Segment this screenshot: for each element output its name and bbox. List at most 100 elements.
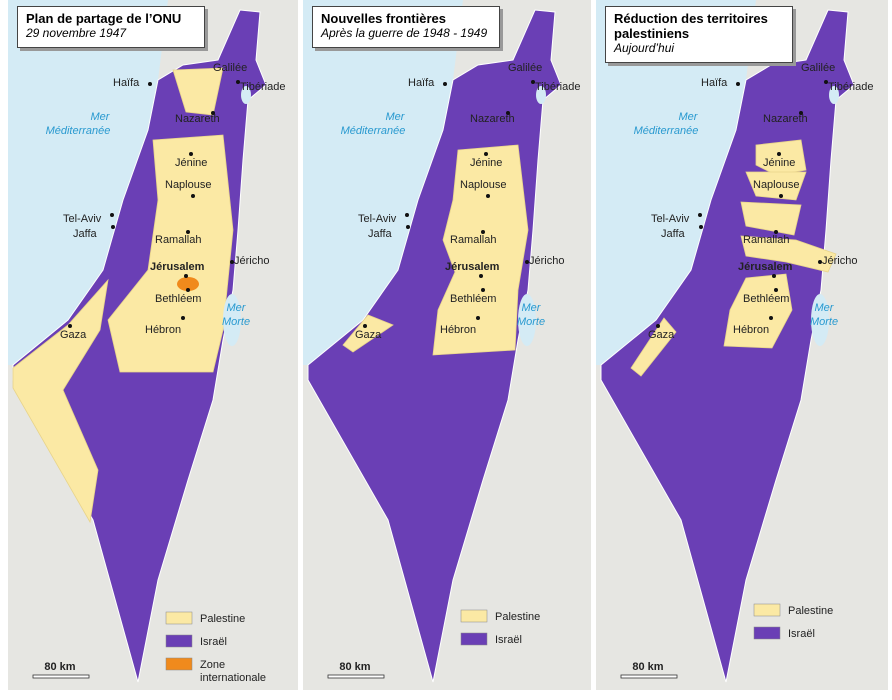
sea-label: Méditerranée [341, 125, 406, 137]
sea-label: Mer [679, 111, 699, 123]
map-panel: Haïfa Galilée Tibériade Nazareth Jénine Naplo… [596, 0, 888, 690]
lake-tiberias [241, 86, 251, 104]
scale-label: 80 km [632, 661, 663, 673]
city-dot [189, 152, 193, 156]
legend-swatch [165, 634, 193, 648]
place-label: Tibériade [240, 81, 285, 93]
city-dot [230, 260, 234, 264]
place-label: Galilée [801, 62, 835, 74]
palestine-territory [740, 201, 802, 236]
city-dot [405, 213, 409, 217]
legend-swatch [460, 632, 488, 646]
scale-label: 80 km [339, 661, 370, 673]
legend-line: Zone [200, 659, 225, 671]
city-dot [531, 80, 535, 84]
city-dot [184, 274, 188, 278]
lake-tiberias [829, 86, 839, 104]
legend-swatch [460, 609, 488, 623]
palestine-territory [107, 134, 234, 373]
place-label: Jéricho [529, 255, 564, 267]
place-label: Ramallah [743, 234, 789, 246]
place-label: Gaza [648, 329, 675, 341]
city-dot [186, 288, 190, 292]
place-label: Haïfa [408, 77, 435, 89]
city-dot [769, 316, 773, 320]
international-zone [177, 277, 199, 291]
dead-sea-label: Mer [815, 302, 835, 314]
place-label: Jaffa [73, 228, 98, 240]
panel-title: Plan de partage de l’ONU [26, 11, 182, 26]
city-dot [148, 82, 152, 86]
city-dot [818, 260, 822, 264]
scale-bar [327, 674, 385, 679]
city-dot [110, 213, 114, 217]
scale-bar [32, 674, 90, 679]
place-label: Haïfa [701, 77, 728, 89]
place-label: Jaffa [661, 228, 686, 240]
place-label: Jérusalem [445, 261, 500, 273]
place-label: Jérusalem [150, 261, 205, 273]
sea [8, 0, 168, 365]
dead-sea-water [811, 294, 829, 346]
sea-label: Mer [91, 111, 111, 123]
legend-swatch [753, 603, 781, 617]
scale-bar [620, 674, 678, 679]
city-dot [484, 152, 488, 156]
palestine-territory [740, 235, 837, 273]
city-dot [186, 230, 190, 234]
legend-swatch [165, 611, 193, 625]
panel-subtitle: Aujourd’hui [614, 41, 675, 55]
place-label: Ramallah [450, 234, 496, 246]
scale-label: 80 km [44, 661, 75, 673]
palestine-territory [432, 144, 529, 356]
sea-label: Méditerranée [46, 125, 111, 137]
dead-sea-label: Morte [810, 316, 838, 328]
place-label: Naplouse [460, 179, 506, 191]
city-dot [656, 324, 660, 328]
panel-title: Réduction des territoires palestiniens [614, 11, 768, 41]
city-dot [824, 80, 828, 84]
city-dot [443, 82, 447, 86]
title-box: Réduction des territoires palestiniens Au… [605, 6, 793, 63]
place-label: Jénine [175, 157, 207, 169]
panel-subtitle: 29 novembre 1947 [26, 26, 127, 40]
city-dot [772, 274, 776, 278]
legend-label: Zone internationale [200, 659, 266, 684]
city-dot [736, 82, 740, 86]
place-label: Naplouse [165, 179, 211, 191]
place-label: Galilée [213, 62, 247, 74]
city-dot [777, 152, 781, 156]
palestine-territory [723, 273, 793, 349]
map-panel: Haïfa Galilée Tibériade Nazareth Jénine Naplo… [303, 0, 591, 690]
place-label: Tibériade [828, 81, 873, 93]
city-dot [191, 194, 195, 198]
sea [596, 0, 756, 365]
panel-title: Nouvelles frontières [321, 11, 446, 26]
place-label: Tel-Aviv [651, 213, 690, 225]
palestine-territory [342, 314, 394, 353]
legend-label: Palestine [788, 605, 833, 617]
place-label: Hébron [145, 324, 181, 336]
legend-swatch [753, 626, 781, 640]
city-dot [111, 225, 115, 229]
dead-sea-label: Mer [227, 302, 247, 314]
city-dot [363, 324, 367, 328]
city-dot [236, 80, 240, 84]
place-label: Tel-Aviv [63, 213, 102, 225]
place-label: Gaza [355, 329, 382, 341]
place-label: Naplouse [753, 179, 799, 191]
dead-sea-water [223, 294, 241, 346]
dead-sea-label: Mer [522, 302, 542, 314]
place-label: Tibériade [535, 81, 580, 93]
place-label: Nazareth [175, 113, 220, 125]
legend-line: internationale [200, 672, 266, 684]
place-label: Jéricho [822, 255, 857, 267]
palestine-territory [745, 171, 807, 201]
legend-swatch [165, 657, 193, 671]
place-label: Haïfa [113, 77, 140, 89]
legend-label: Palestine [200, 613, 245, 625]
legend-label: Israël [200, 636, 227, 648]
city-dot [406, 225, 410, 229]
place-label: Galilée [508, 62, 542, 74]
city-dot [181, 316, 185, 320]
